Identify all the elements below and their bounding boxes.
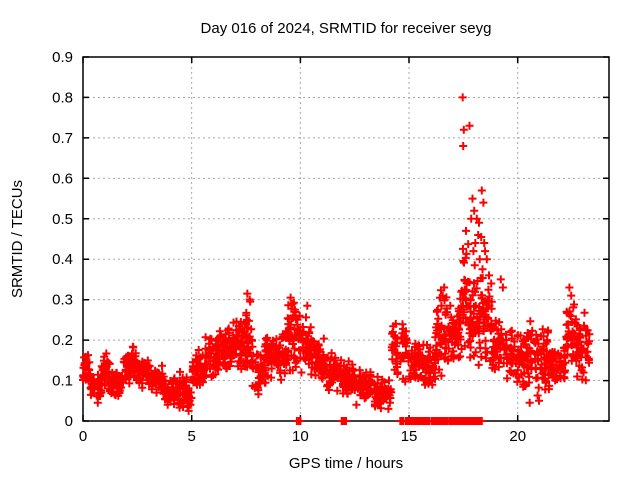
x-tick-label: 15 xyxy=(401,428,418,445)
scatter-points-path xyxy=(201,295,329,399)
y-tick-label: 0.4 xyxy=(52,251,73,268)
y-tick-label: 0.9 xyxy=(52,49,73,66)
y-tick-label: 0.8 xyxy=(52,89,73,106)
scatter-points-path xyxy=(93,93,594,425)
y-tick-label: 0.1 xyxy=(52,373,73,390)
scatter-points-path xyxy=(79,334,223,412)
scatter-points-path xyxy=(446,240,593,400)
y-tick-label: 0.2 xyxy=(52,332,73,349)
x-tick-label: 10 xyxy=(292,428,309,445)
x-axis-label: GPS time / hours xyxy=(289,455,403,472)
y-tick-label: 0.7 xyxy=(52,130,73,147)
y-tick-labels: 0 0.1 0.2 0.3 0.4 0.5 0.6 0.7 0.8 0.9 xyxy=(52,49,73,430)
x-tick-label: 20 xyxy=(509,428,526,445)
y-axis-label: SRMTID / TECUs xyxy=(9,180,26,298)
x-tick-label: 5 xyxy=(188,428,196,445)
y-tick-label: 0.3 xyxy=(52,292,73,309)
scatter-points xyxy=(79,93,594,425)
y-tick-label: 0.5 xyxy=(52,211,73,228)
x-tick-labels: 0 5 10 15 20 xyxy=(79,428,526,445)
x-tick-label: 0 xyxy=(79,428,87,445)
y-tick-label: 0 xyxy=(65,413,73,430)
grid-lines xyxy=(83,57,609,421)
chart-title: Day 016 of 2024, SRMTID for receiver sey… xyxy=(201,20,492,37)
scatter-points-path xyxy=(307,286,464,413)
y-tick-label: 0.6 xyxy=(52,170,73,187)
